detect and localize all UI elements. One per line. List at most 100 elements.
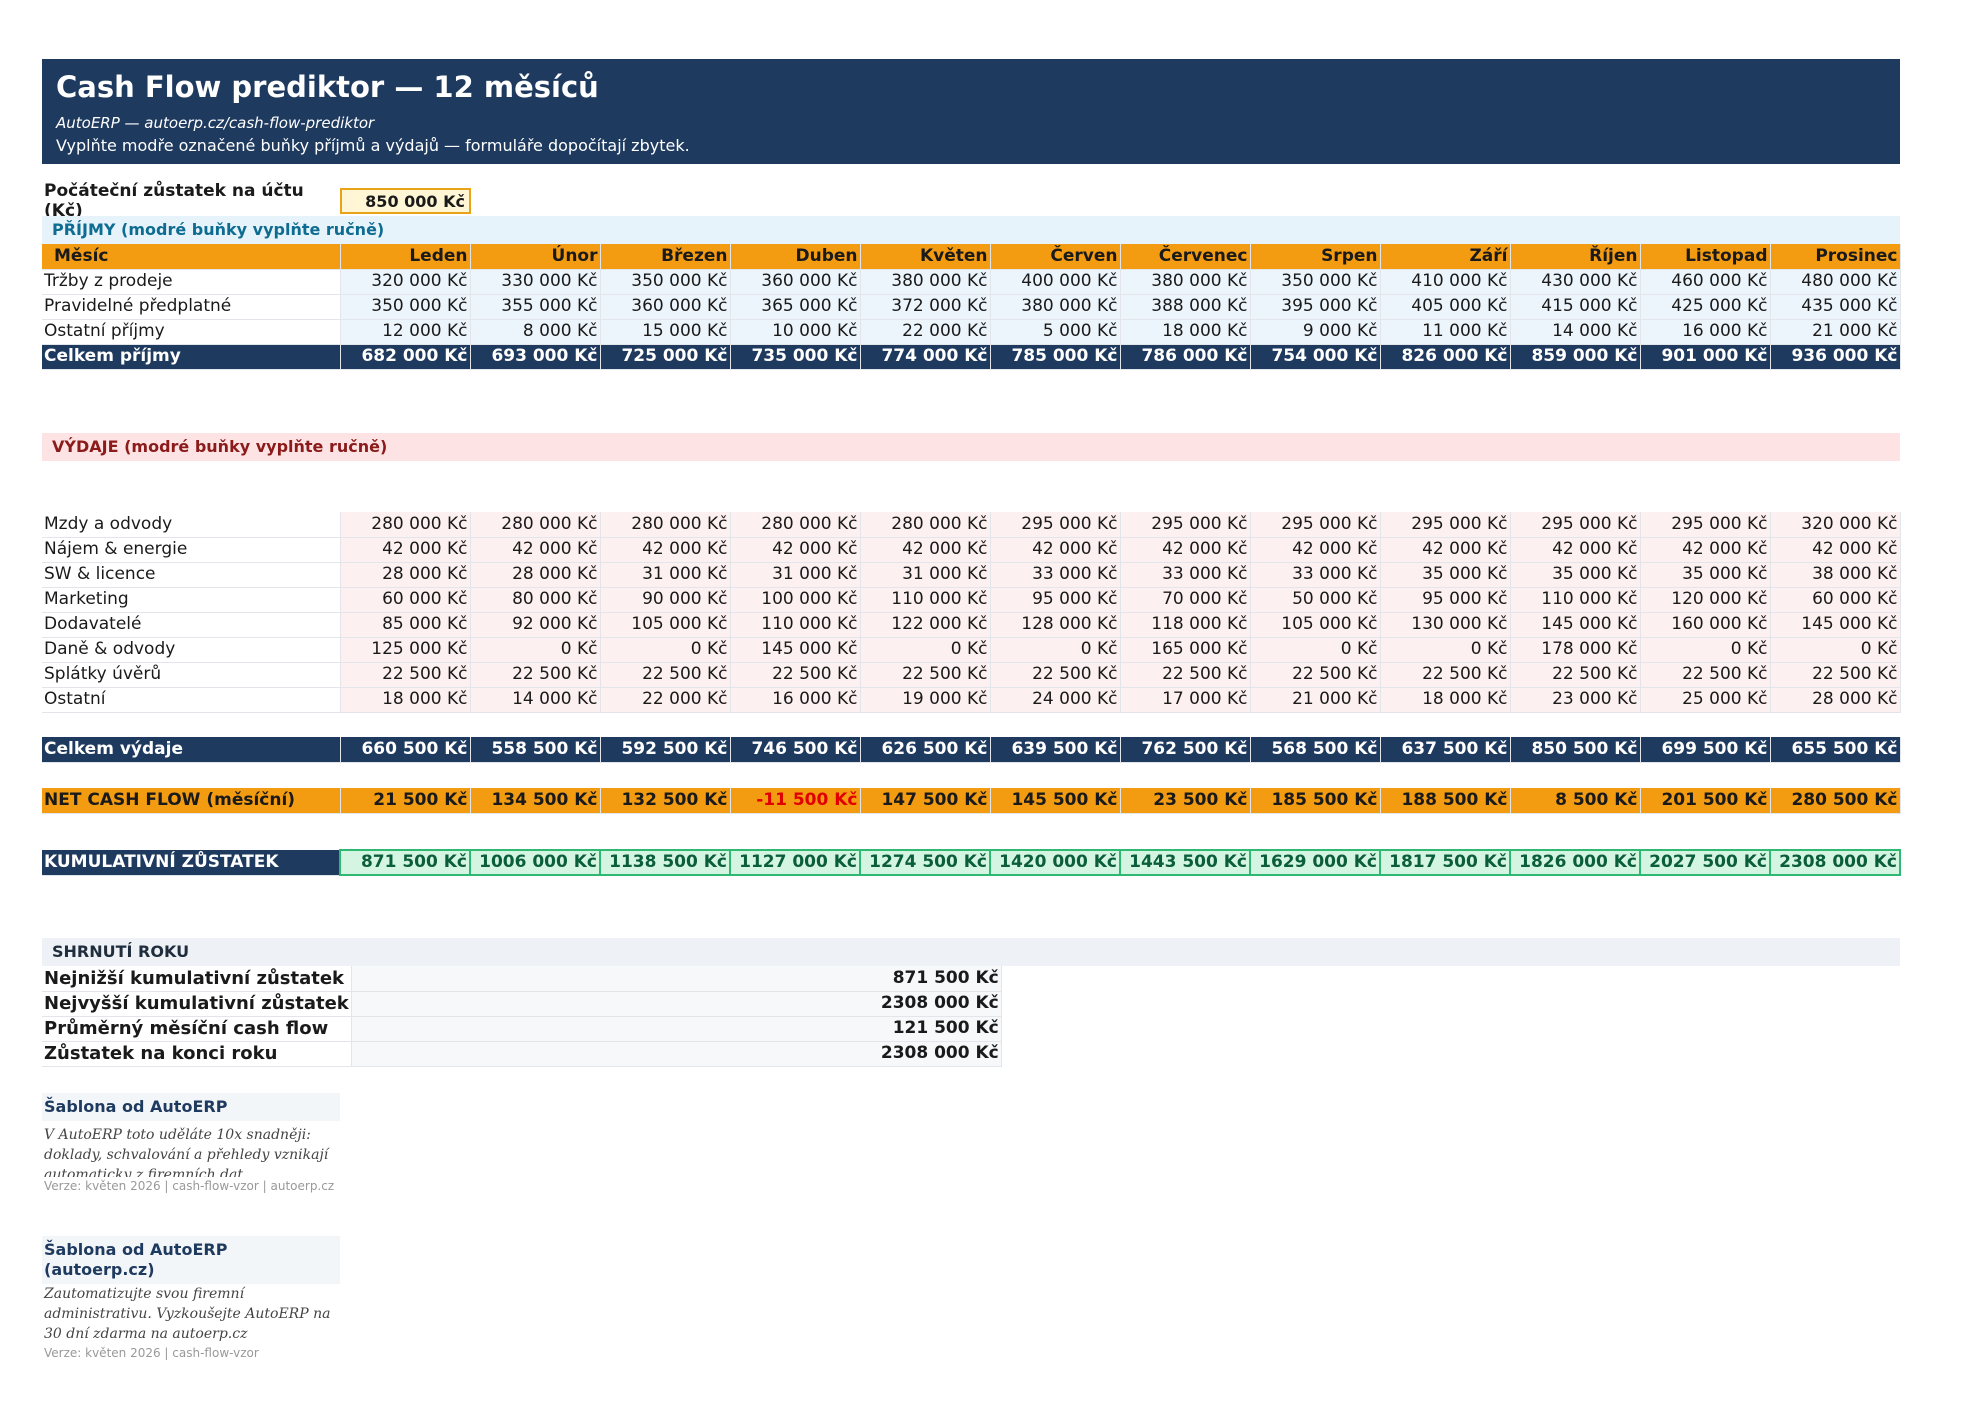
income-input-cell[interactable]: 400 000 Kč [990, 269, 1121, 295]
expense-input-cell[interactable]: 22 500 Kč [1250, 662, 1381, 688]
expense-input-cell[interactable]: 22 500 Kč [990, 662, 1121, 688]
expense-input-cell[interactable]: 23 000 Kč [1510, 687, 1641, 713]
expense-input-cell[interactable]: 178 000 Kč [1510, 637, 1641, 663]
income-input-cell[interactable]: 12 000 Kč [340, 319, 471, 345]
expense-input-cell[interactable]: 22 500 Kč [470, 662, 601, 688]
expense-input-cell[interactable]: 145 000 Kč [1510, 612, 1641, 638]
expense-input-cell[interactable]: 42 000 Kč [1250, 537, 1381, 563]
income-input-cell[interactable]: 415 000 Kč [1510, 294, 1641, 320]
expense-input-cell[interactable]: 110 000 Kč [860, 587, 991, 613]
expense-input-cell[interactable]: 35 000 Kč [1640, 562, 1771, 588]
expense-input-cell[interactable]: 22 500 Kč [1380, 662, 1511, 688]
expense-input-cell[interactable]: 280 000 Kč [600, 512, 731, 538]
expense-input-cell[interactable]: 33 000 Kč [990, 562, 1121, 588]
income-input-cell[interactable]: 395 000 Kč [1250, 294, 1381, 320]
income-input-cell[interactable]: 330 000 Kč [470, 269, 601, 295]
expense-input-cell[interactable]: 42 000 Kč [990, 537, 1121, 563]
expense-input-cell[interactable]: 22 500 Kč [860, 662, 991, 688]
expense-input-cell[interactable]: 22 000 Kč [600, 687, 731, 713]
expense-input-cell[interactable]: 80 000 Kč [470, 587, 601, 613]
income-input-cell[interactable]: 18 000 Kč [1120, 319, 1251, 345]
starting-balance-input[interactable]: 850 000 Kč [340, 188, 471, 214]
income-input-cell[interactable]: 8 000 Kč [470, 319, 601, 345]
expense-input-cell[interactable]: 295 000 Kč [1120, 512, 1251, 538]
expense-input-cell[interactable]: 33 000 Kč [1120, 562, 1251, 588]
income-input-cell[interactable]: 320 000 Kč [340, 269, 471, 295]
expense-input-cell[interactable]: 0 Kč [1770, 637, 1901, 663]
expense-input-cell[interactable]: 0 Kč [1380, 637, 1511, 663]
expense-input-cell[interactable]: 70 000 Kč [1120, 587, 1251, 613]
expense-input-cell[interactable]: 28 000 Kč [1770, 687, 1901, 713]
income-input-cell[interactable]: 355 000 Kč [470, 294, 601, 320]
income-input-cell[interactable]: 15 000 Kč [600, 319, 731, 345]
expense-input-cell[interactable]: 122 000 Kč [860, 612, 991, 638]
expense-input-cell[interactable]: 22 500 Kč [1510, 662, 1641, 688]
expense-input-cell[interactable]: 60 000 Kč [1770, 587, 1901, 613]
income-input-cell[interactable]: 350 000 Kč [1250, 269, 1381, 295]
expense-input-cell[interactable]: 145 000 Kč [1770, 612, 1901, 638]
expense-input-cell[interactable]: 110 000 Kč [1510, 587, 1641, 613]
expense-input-cell[interactable]: 14 000 Kč [470, 687, 601, 713]
expense-input-cell[interactable]: 295 000 Kč [1250, 512, 1381, 538]
expense-input-cell[interactable]: 118 000 Kč [1120, 612, 1251, 638]
income-input-cell[interactable]: 21 000 Kč [1770, 319, 1901, 345]
expense-input-cell[interactable]: 33 000 Kč [1250, 562, 1381, 588]
expense-input-cell[interactable]: 90 000 Kč [600, 587, 731, 613]
expense-input-cell[interactable]: 160 000 Kč [1640, 612, 1771, 638]
expense-input-cell[interactable]: 165 000 Kč [1120, 637, 1251, 663]
expense-input-cell[interactable]: 295 000 Kč [1640, 512, 1771, 538]
expense-input-cell[interactable]: 92 000 Kč [470, 612, 601, 638]
expense-input-cell[interactable]: 0 Kč [990, 637, 1121, 663]
income-input-cell[interactable]: 350 000 Kč [340, 294, 471, 320]
expense-input-cell[interactable]: 100 000 Kč [730, 587, 861, 613]
expense-input-cell[interactable]: 19 000 Kč [860, 687, 991, 713]
expense-input-cell[interactable]: 22 500 Kč [340, 662, 471, 688]
income-input-cell[interactable]: 430 000 Kč [1510, 269, 1641, 295]
income-input-cell[interactable]: 350 000 Kč [600, 269, 731, 295]
income-input-cell[interactable]: 360 000 Kč [600, 294, 731, 320]
income-input-cell[interactable]: 435 000 Kč [1770, 294, 1901, 320]
expense-input-cell[interactable]: 95 000 Kč [1380, 587, 1511, 613]
expense-input-cell[interactable]: 0 Kč [470, 637, 601, 663]
expense-input-cell[interactable]: 22 500 Kč [1640, 662, 1771, 688]
income-input-cell[interactable]: 425 000 Kč [1640, 294, 1771, 320]
expense-input-cell[interactable]: 105 000 Kč [1250, 612, 1381, 638]
income-input-cell[interactable]: 16 000 Kč [1640, 319, 1771, 345]
expense-input-cell[interactable]: 128 000 Kč [990, 612, 1121, 638]
expense-input-cell[interactable]: 280 000 Kč [470, 512, 601, 538]
expense-input-cell[interactable]: 31 000 Kč [860, 562, 991, 588]
expense-input-cell[interactable]: 35 000 Kč [1510, 562, 1641, 588]
expense-input-cell[interactable]: 18 000 Kč [340, 687, 471, 713]
expense-input-cell[interactable]: 320 000 Kč [1770, 512, 1901, 538]
expense-input-cell[interactable]: 28 000 Kč [340, 562, 471, 588]
income-input-cell[interactable]: 380 000 Kč [860, 269, 991, 295]
expense-input-cell[interactable]: 38 000 Kč [1770, 562, 1901, 588]
expense-input-cell[interactable]: 295 000 Kč [1380, 512, 1511, 538]
income-input-cell[interactable]: 410 000 Kč [1380, 269, 1511, 295]
expense-input-cell[interactable]: 280 000 Kč [730, 512, 861, 538]
expense-input-cell[interactable]: 125 000 Kč [340, 637, 471, 663]
income-input-cell[interactable]: 405 000 Kč [1380, 294, 1511, 320]
expense-input-cell[interactable]: 42 000 Kč [1120, 537, 1251, 563]
expense-input-cell[interactable]: 60 000 Kč [340, 587, 471, 613]
expense-input-cell[interactable]: 295 000 Kč [1510, 512, 1641, 538]
expense-input-cell[interactable]: 145 000 Kč [730, 637, 861, 663]
expense-input-cell[interactable]: 21 000 Kč [1250, 687, 1381, 713]
expense-input-cell[interactable]: 24 000 Kč [990, 687, 1121, 713]
expense-input-cell[interactable]: 120 000 Kč [1640, 587, 1771, 613]
income-input-cell[interactable]: 380 000 Kč [990, 294, 1121, 320]
expense-input-cell[interactable]: 22 500 Kč [1120, 662, 1251, 688]
expense-input-cell[interactable]: 22 500 Kč [600, 662, 731, 688]
expense-input-cell[interactable]: 0 Kč [1250, 637, 1381, 663]
income-input-cell[interactable]: 360 000 Kč [730, 269, 861, 295]
income-input-cell[interactable]: 388 000 Kč [1120, 294, 1251, 320]
expense-input-cell[interactable]: 22 500 Kč [1770, 662, 1901, 688]
income-input-cell[interactable]: 11 000 Kč [1380, 319, 1511, 345]
expense-input-cell[interactable]: 42 000 Kč [860, 537, 991, 563]
expense-input-cell[interactable]: 42 000 Kč [1770, 537, 1901, 563]
expense-input-cell[interactable]: 0 Kč [1640, 637, 1771, 663]
expense-input-cell[interactable]: 85 000 Kč [340, 612, 471, 638]
expense-input-cell[interactable]: 105 000 Kč [600, 612, 731, 638]
income-input-cell[interactable]: 380 000 Kč [1120, 269, 1251, 295]
expense-input-cell[interactable]: 42 000 Kč [1380, 537, 1511, 563]
